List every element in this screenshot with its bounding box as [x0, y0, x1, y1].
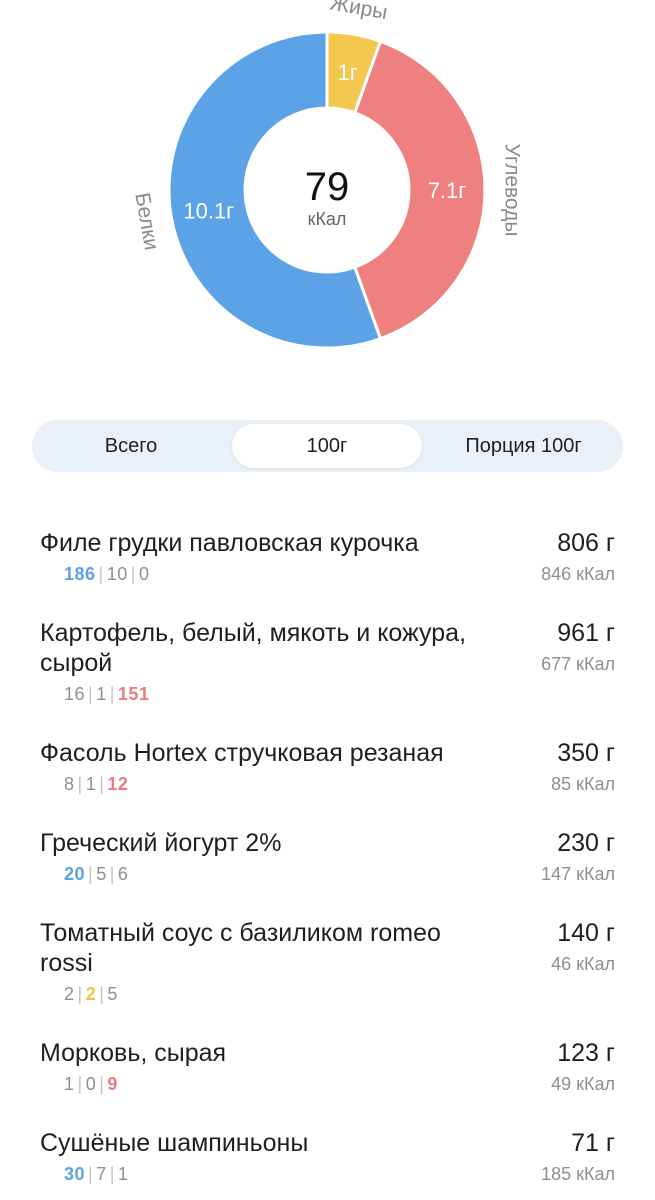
macro-separator: |	[77, 1074, 83, 1094]
food-list-item[interactable]: Греческий йогурт 2% 230 г 147 кКал 20 | 5 | 6	[0, 818, 655, 908]
food-weight: 230 г	[557, 829, 615, 857]
macro-protein-value: 2	[64, 984, 75, 1004]
donut-value-label-carbs: 7.1г	[428, 178, 467, 203]
food-list-item[interactable]: Томатный соус с базиликом romeo rossi 140…	[0, 908, 655, 1028]
macro-carbs-value: 1	[117, 1164, 129, 1184]
macro-separator: |	[99, 774, 105, 794]
macro-protein-value: 20	[64, 864, 86, 884]
food-kcal: 677 кКал	[541, 654, 615, 674]
food-list-item[interactable]: Фасоль Hortex стручковая резаная 350 г 85 …	[0, 728, 655, 818]
food-macros: 8 | 1 | 12	[64, 774, 128, 795]
donut-category-label-protein: Белки	[130, 191, 163, 252]
macro-protein-value: 186	[64, 564, 96, 584]
food-weight: 123 г	[557, 1039, 615, 1067]
tab-per-100g[interactable]: 100г	[232, 424, 422, 468]
macro-separator: |	[109, 1164, 115, 1184]
food-list-item[interactable]: Филе грудки павловская курочка 806 г 846 к…	[0, 518, 655, 608]
donut-value-label-protein: 10.1г	[183, 199, 234, 224]
donut-segment-carbs	[352, 39, 487, 341]
donut-category-label-fat: Жиры	[328, 0, 389, 24]
macro-fat-value: 1	[96, 684, 107, 704]
food-name: Картофель, белый, мякоть и кожура, сырой	[40, 619, 467, 677]
food-macros: 30 | 7 | 1	[64, 1164, 128, 1185]
tab-portion[interactable]: Порция 100г	[465, 435, 582, 457]
food-list-item[interactable]: Сушёные шампиньоны 71 г 185 кКал 30 | 7 | 1	[0, 1118, 655, 1198]
food-name: Филе грудки павловская курочка	[40, 529, 419, 557]
food-name: Сушёные шампиньоны	[40, 1129, 309, 1157]
food-list-item[interactable]: Картофель, белый, мякоть и кожура, сырой…	[0, 608, 655, 728]
macro-separator: |	[109, 864, 115, 884]
food-weight: 961 г	[557, 619, 615, 647]
food-name: Томатный соус с базиликом romeo rossi	[40, 919, 441, 977]
macro-carbs-value: 5	[107, 984, 118, 1004]
macro-separator: |	[77, 984, 83, 1004]
macro-fat-value: 10	[106, 564, 128, 584]
macro-fat-value: 2	[85, 984, 97, 1004]
macro-protein-value: 30	[64, 1164, 86, 1184]
macro-separator: |	[99, 1074, 105, 1094]
food-weight: 140 г	[557, 919, 615, 947]
donut-category-label-carbs: Углеводы	[500, 143, 523, 236]
food-weight: 350 г	[557, 739, 615, 767]
food-macros: 2 | 2 | 5	[64, 984, 118, 1005]
macro-separator: |	[99, 984, 105, 1004]
view-mode-segmented-control: Всего 100г Порция 100г	[32, 420, 623, 472]
tab-total[interactable]: Всего	[104, 435, 158, 457]
food-name: Греческий йогурт 2%	[40, 829, 282, 857]
food-name: Фасоль Hortex стручковая резаная	[40, 739, 444, 767]
macro-fat-value: 7	[96, 1164, 107, 1184]
food-macros: 20 | 5 | 6	[64, 864, 128, 885]
total-kcal-value: 79	[304, 165, 350, 209]
food-kcal: 185 кКал	[541, 1164, 615, 1184]
food-macros: 186 | 10 | 0	[64, 564, 149, 585]
macro-separator: |	[88, 1164, 94, 1184]
macro-carbs-value: 12	[107, 774, 129, 794]
macro-separator: |	[130, 564, 136, 584]
macro-fat-value: 1	[85, 774, 97, 794]
donut-svg: 1г Жиры 7.1г Углеводы 10.1г Белки	[130, 0, 523, 350]
donut-value-label-fat: 1г	[337, 60, 357, 85]
food-kcal: 85 кКал	[551, 774, 615, 794]
food-macros: 16 | 1 | 151	[64, 684, 149, 705]
macro-protein-value: 8	[64, 774, 75, 794]
macro-carbs-value: 0	[138, 564, 150, 584]
donut-segment-protein	[167, 30, 383, 350]
macro-separator: |	[98, 564, 104, 584]
macro-carbs-value: 6	[117, 864, 129, 884]
food-kcal: 147 кКал	[541, 864, 615, 884]
macro-carbs-value: 151	[117, 684, 150, 704]
food-kcal: 49 кКал	[551, 1074, 615, 1094]
macro-separator: |	[77, 774, 83, 794]
macro-separator: |	[88, 864, 94, 884]
food-kcal: 846 кКал	[541, 564, 615, 584]
food-weight: 71 г	[571, 1129, 615, 1157]
macro-fat-value: 5	[96, 864, 107, 884]
macro-separator: |	[109, 684, 115, 704]
macro-donut-chart: 1г Жиры 7.1г Углеводы 10.1г Белки 79 кКал	[0, 0, 655, 380]
macro-fat-value: 0	[85, 1074, 97, 1094]
macro-carbs-value: 9	[107, 1074, 118, 1094]
total-kcal-unit: кКал	[307, 209, 347, 229]
food-weight: 806 г	[557, 529, 615, 557]
food-kcal: 46 кКал	[551, 954, 615, 974]
macro-protein-value: 16	[64, 684, 86, 704]
food-name: Морковь, сырая	[40, 1039, 227, 1067]
food-list-item[interactable]: Морковь, сырая 123 г 49 кКал 1 | 0 | 9	[0, 1028, 655, 1118]
macro-separator: |	[88, 684, 94, 704]
macro-protein-value: 1	[64, 1074, 75, 1094]
food-macros: 1 | 0 | 9	[64, 1074, 118, 1095]
